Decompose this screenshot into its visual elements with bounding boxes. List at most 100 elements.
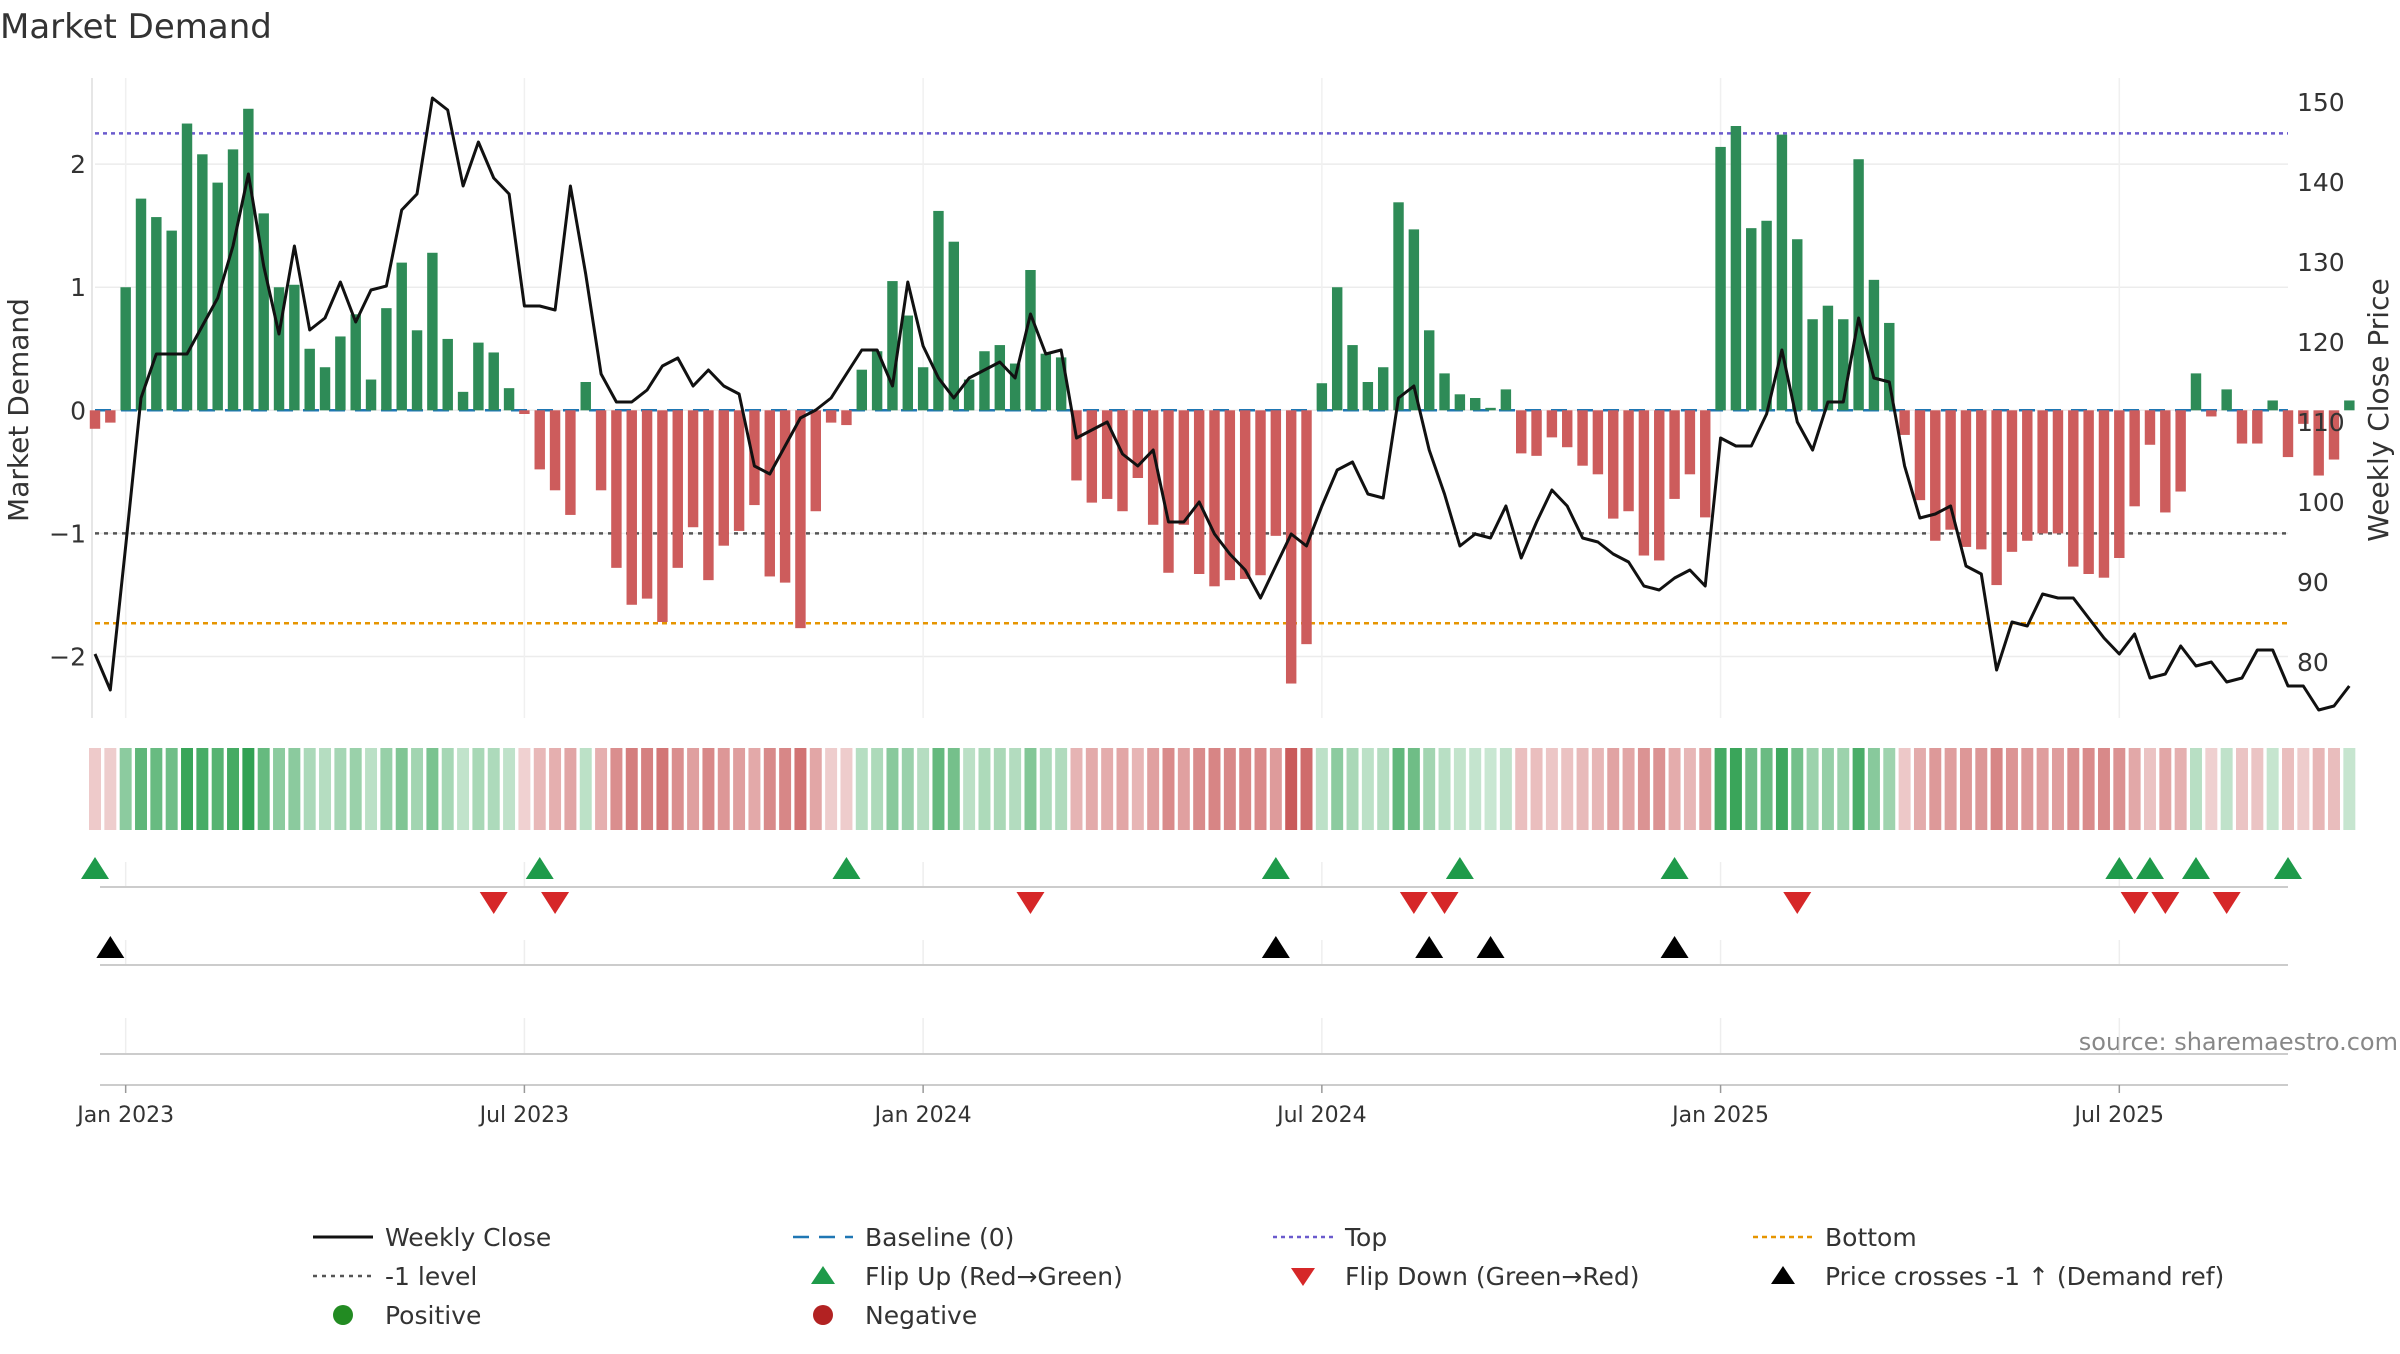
demand-bar: [749, 410, 760, 506]
legend-swatch: [813, 1305, 833, 1325]
reference-lines: [95, 132, 2288, 625]
demand-bar: [917, 367, 929, 411]
flip-down-marker: [1399, 892, 1428, 914]
demand-bar: [2068, 410, 2079, 567]
strip-cell: [978, 748, 991, 830]
y-right-tick-label: 130: [2297, 248, 2345, 277]
strip-cell: [1453, 748, 1466, 830]
demand-bar: [703, 410, 714, 581]
demand-bar: [151, 217, 162, 411]
strip-cell: [748, 748, 761, 830]
y-right-tick-label: 90: [2297, 568, 2329, 597]
demand-bar: [1562, 410, 1573, 448]
strip-cell: [825, 748, 838, 830]
strip-cell: [227, 748, 240, 830]
price-cross-marker: [1476, 936, 1505, 958]
legend-item-level: -1 level: [313, 1262, 477, 1291]
strip-cell: [2174, 748, 2187, 830]
demand-bar: [2052, 410, 2064, 534]
strip-cell: [1208, 748, 1221, 830]
strip-cell: [1653, 748, 1666, 830]
strip-cell: [1852, 748, 1865, 830]
flip-down-marker: [1783, 892, 1812, 914]
strip-cell: [1131, 748, 1144, 830]
legend-item-top: Top: [1273, 1223, 1387, 1252]
demand-bar: [565, 410, 576, 515]
demand-bar: [534, 410, 545, 470]
demand-bar: [994, 345, 1006, 411]
legend-label: Flip Down (Green→Red): [1345, 1262, 1640, 1291]
strip-cell: [1622, 748, 1635, 830]
demand-bar: [1684, 410, 1696, 475]
demand-bar: [166, 230, 177, 411]
legend-item-negative: Negative: [813, 1301, 977, 1330]
demand-bar: [1331, 287, 1343, 411]
y-right-tick-label: 150: [2297, 88, 2345, 117]
demand-bar: [1209, 410, 1220, 587]
demand-bar: [963, 379, 975, 411]
strip-cell: [579, 748, 592, 830]
demand-bar: [856, 369, 867, 411]
strip-cell: [257, 748, 270, 830]
demand-bar: [1546, 410, 1558, 438]
price-cross-marker: [1261, 936, 1290, 958]
demand-bar: [2144, 410, 2156, 445]
flip-down-marker: [2151, 892, 2180, 914]
strip-cell: [441, 748, 454, 830]
demand-bar: [887, 281, 898, 411]
strip-cell: [1407, 748, 1420, 830]
demand-bar: [657, 410, 668, 622]
price-cross-marker: [1415, 936, 1444, 958]
demand-bar: [2175, 410, 2186, 492]
strip-cell: [1331, 748, 1344, 830]
strip-cell: [2312, 748, 2325, 830]
demand-bar: [197, 154, 208, 411]
strip-cell: [288, 748, 301, 830]
demand-bar: [396, 262, 407, 411]
strip-cell: [2082, 748, 2095, 830]
legend-swatch: [811, 1266, 835, 1284]
strip-cell: [595, 748, 608, 830]
strip-cell: [1975, 748, 1988, 830]
strip-cell: [2005, 748, 2018, 830]
strip-cell: [2036, 748, 2049, 830]
strip-cell: [1913, 748, 1926, 830]
flip-up-marker: [2274, 857, 2302, 879]
legend-label: Bottom: [1825, 1223, 1917, 1252]
demand-bars: [89, 108, 2355, 684]
strip-cell: [2190, 748, 2202, 830]
demand-bar: [1285, 410, 1297, 684]
strip-cell: [2159, 748, 2172, 830]
y-right-tick-label: 110: [2297, 408, 2345, 437]
demand-bar: [1730, 126, 1742, 411]
price-cross-marker: [1660, 936, 1689, 958]
demand-bar: [1071, 410, 1082, 481]
strip-cell: [1714, 748, 1727, 830]
demand-bar: [1991, 410, 2002, 586]
strip-cell: [1775, 748, 1788, 830]
strip-cell: [2220, 748, 2233, 830]
strip-cell: [1607, 748, 1620, 830]
strip-cell: [1438, 748, 1451, 830]
demand-bar: [89, 410, 101, 429]
demand-bar: [948, 241, 960, 411]
demand-bar: [733, 410, 745, 531]
strip-cell: [472, 748, 485, 830]
strip-cell: [717, 748, 730, 830]
strip-cell: [1239, 748, 1252, 830]
x-axis-ticks: Jan 2023 Jul 2023 Jan 2024 Jul 2024 Jan 2025…: [75, 1085, 2164, 1128]
legend-label: Baseline (0): [865, 1223, 1014, 1252]
strip-cell: [932, 748, 945, 830]
strip-cell: [1193, 748, 1206, 830]
strip-cell: [89, 748, 101, 830]
strip-cell: [2097, 748, 2110, 830]
flip-up-marker: [525, 857, 554, 879]
strip-cell: [1162, 748, 1175, 830]
demand-bar: [519, 410, 530, 414]
demand-bar: [933, 210, 944, 411]
demand-bar: [1669, 410, 1680, 499]
strip-cell: [1055, 748, 1068, 830]
strip-cell: [2251, 748, 2264, 830]
demand-bar: [2114, 410, 2125, 558]
strip-cell: [135, 748, 147, 830]
